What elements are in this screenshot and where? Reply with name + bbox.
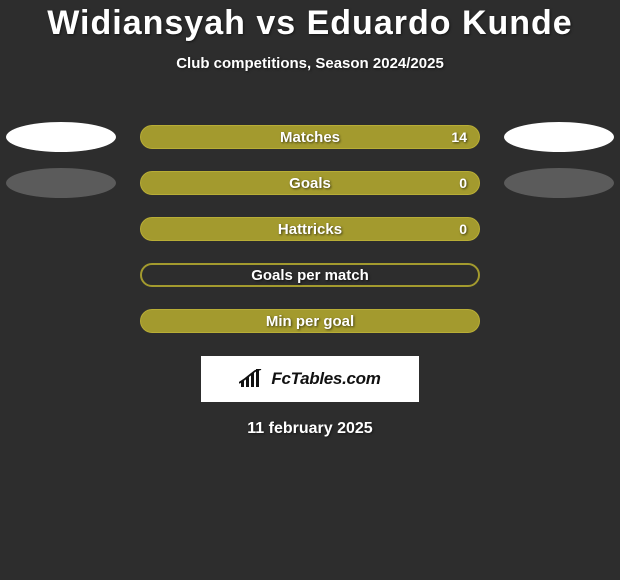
player-ellipse-left — [6, 168, 116, 198]
stat-label: Matches — [280, 129, 340, 146]
stat-row: Goals per match — [0, 252, 620, 298]
logo-box: FcTables.com — [201, 356, 419, 402]
stat-label: Min per goal — [266, 313, 354, 330]
bar-chart-icon — [239, 369, 265, 389]
player-ellipse-right — [504, 168, 614, 198]
logo-text: FcTables.com — [271, 369, 380, 389]
stat-row: Matches 14 — [0, 114, 620, 160]
stat-bar: Goals per match — [140, 263, 480, 287]
stat-bar: Min per goal — [140, 309, 480, 333]
stat-label: Goals — [289, 175, 331, 192]
player-ellipse-right — [504, 122, 614, 152]
subtitle: Club competitions, Season 2024/2025 — [0, 55, 620, 72]
stat-bar: Matches 14 — [140, 125, 480, 149]
page-title: Widiansyah vs Eduardo Kunde — [0, 4, 620, 43]
stat-label: Hattricks — [278, 221, 342, 238]
stat-row: Min per goal — [0, 298, 620, 344]
stats-list: Matches 14 Goals 0 Hattricks 0 Goals per match… — [0, 114, 620, 344]
stat-row: Hattricks 0 — [0, 206, 620, 252]
comparison-infographic: Widiansyah vs Eduardo Kunde Club competi… — [0, 0, 620, 580]
stat-row: Goals 0 — [0, 160, 620, 206]
player-ellipse-left — [6, 122, 116, 152]
stat-value: 0 — [459, 221, 467, 237]
date-label: 11 february 2025 — [0, 420, 620, 438]
stat-value: 0 — [459, 175, 467, 191]
stat-label: Goals per match — [251, 267, 369, 284]
stat-bar: Goals 0 — [140, 171, 480, 195]
stat-value: 14 — [451, 129, 467, 145]
stat-bar: Hattricks 0 — [140, 217, 480, 241]
